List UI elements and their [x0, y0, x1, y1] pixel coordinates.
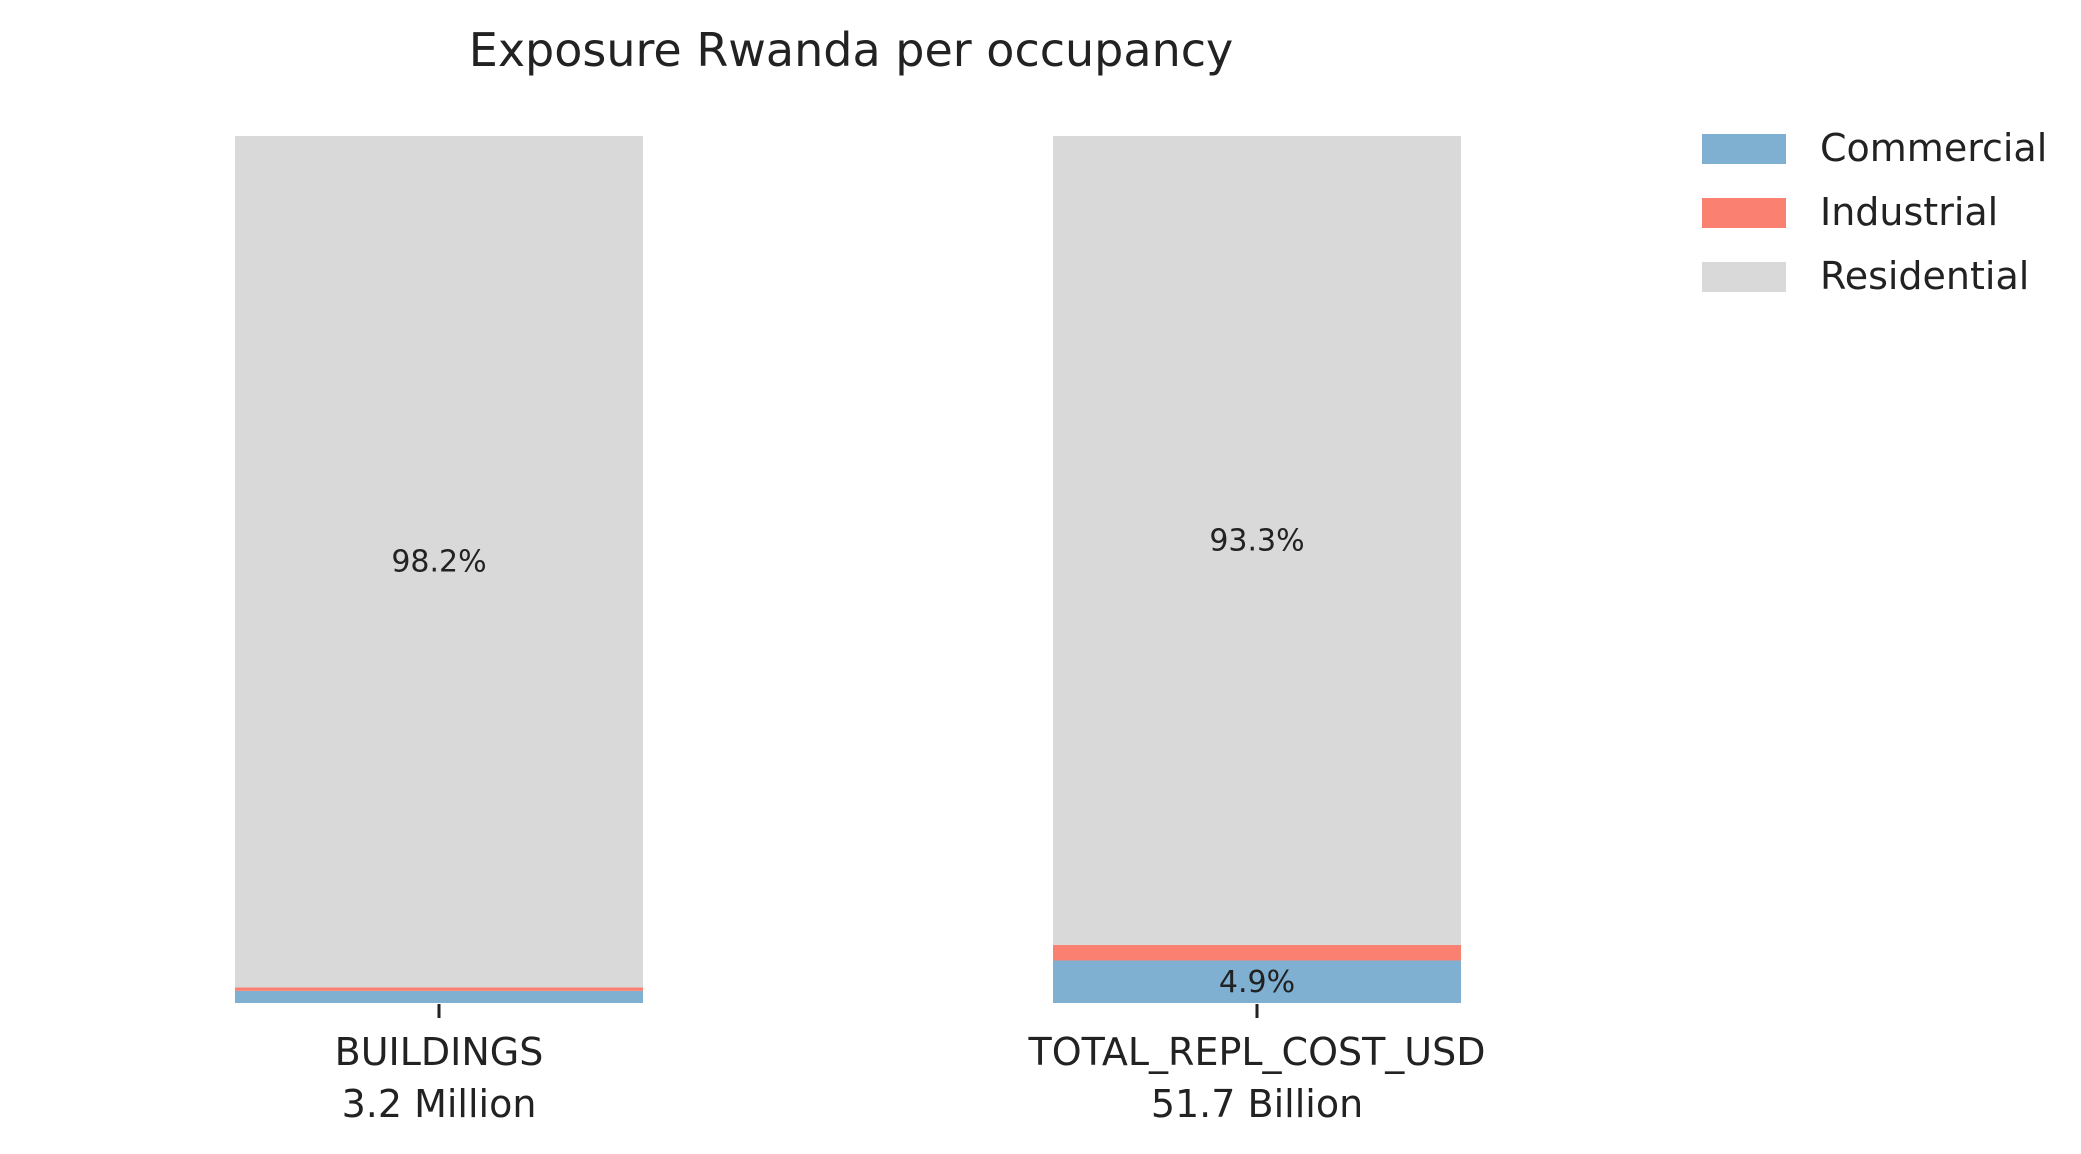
legend: Commercial Industrial Residential [1702, 126, 2047, 298]
x-tick-total-0: 3.2 Million [342, 1082, 537, 1126]
legend-label-industrial: Industrial [1820, 190, 1998, 234]
data-label-residential-1: 93.3% [1209, 523, 1304, 558]
x-tick-label-1: TOTAL_REPL_COST_USD [1027, 1030, 1485, 1074]
legend-swatch-commercial [1702, 134, 1786, 164]
data-labels-group: 98.2% 4.9% 93.3% [391, 523, 1304, 999]
data-label-residential-0: 98.2% [391, 545, 486, 580]
legend-label-residential: Residential [1820, 254, 2029, 298]
x-tick-label-0: BUILDINGS [335, 1030, 544, 1074]
legend-swatch-residential [1702, 262, 1786, 292]
bar-segment-residential-0 [235, 136, 643, 988]
bar-segment-residential-1 [1053, 136, 1461, 945]
bar-segment-industrial-1 [1053, 944, 1461, 961]
chart-title: Exposure Rwanda per occupancy [469, 23, 1233, 77]
legend-label-commercial: Commercial [1820, 126, 2047, 170]
bar-segment-commercial-1 [1053, 960, 1461, 1003]
legend-swatch-industrial [1702, 198, 1786, 228]
x-axis: BUILDINGS 3.2 Million TOTAL_REPL_COST_USD 5… [335, 1004, 1486, 1126]
bars-group [235, 136, 1461, 1003]
x-tick-total-1: 51.7 Billion [1151, 1082, 1363, 1126]
bar-segment-industrial-0 [235, 987, 643, 991]
bar-segment-commercial-0 [235, 990, 643, 1003]
data-label-commercial-1: 4.9% [1219, 965, 1295, 1000]
